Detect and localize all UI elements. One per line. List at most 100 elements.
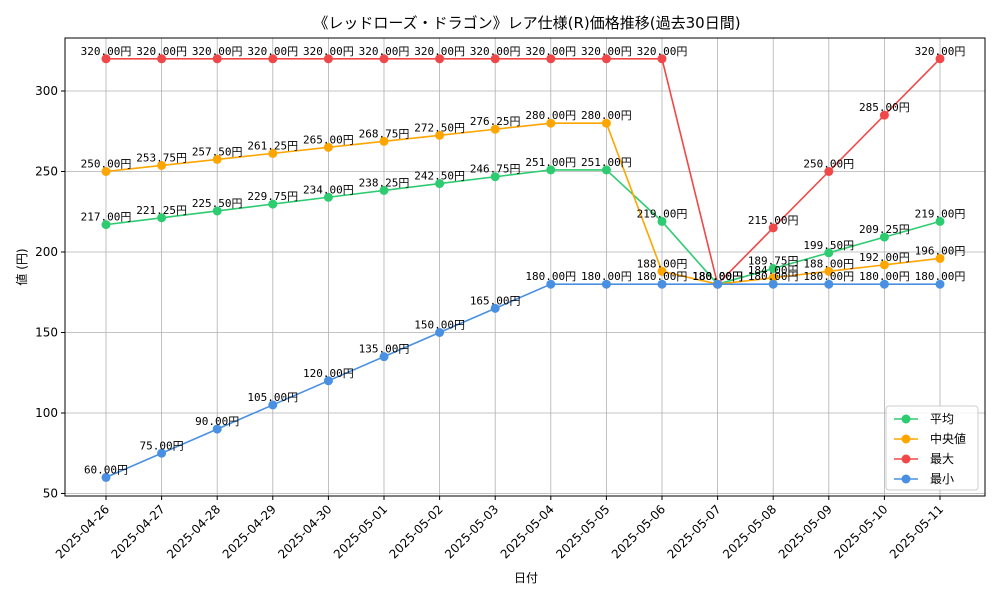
data-point xyxy=(268,400,278,410)
data-label: 229.75円 xyxy=(247,190,298,203)
data-label: 180.00円 xyxy=(692,270,743,283)
legend-box xyxy=(885,405,979,491)
legend-label: 中央値 xyxy=(930,431,966,446)
data-point xyxy=(935,216,945,226)
data-label: 320.00円 xyxy=(136,45,187,58)
data-point xyxy=(379,185,389,195)
y-ticks: 50 100 150 200 250 300 xyxy=(35,84,65,501)
data-point xyxy=(546,279,556,289)
data-label: 251.00円 xyxy=(581,156,632,169)
y-tick-label: 250 xyxy=(35,165,58,179)
data-point xyxy=(435,54,445,64)
data-label: 180.00円 xyxy=(692,270,743,283)
data-label: 180.00円 xyxy=(692,270,743,283)
chart-title: 《レッドローズ・ドラゴン》レア仕様(R)価格推移(過去30日間) xyxy=(313,14,740,32)
data-label: 238.25円 xyxy=(359,176,410,189)
data-point xyxy=(768,264,778,274)
series-line xyxy=(105,169,941,286)
data-label: 320.00円 xyxy=(414,45,465,58)
y-tick-label: 50 xyxy=(43,487,58,501)
data-label: 180.00円 xyxy=(859,270,910,283)
data-label: 180.00円 xyxy=(581,270,632,283)
data-label: 242.50円 xyxy=(414,170,465,183)
data-point xyxy=(157,213,167,223)
data-point xyxy=(546,165,556,175)
data-label: 268.75円 xyxy=(359,127,410,140)
data-point xyxy=(212,424,222,434)
data-point xyxy=(323,54,333,64)
data-label: 180.00円 xyxy=(525,270,576,283)
data-point xyxy=(824,266,834,276)
data-label: 225.50円 xyxy=(192,197,243,210)
data-label: 90.00円 xyxy=(195,415,239,428)
data-point xyxy=(268,199,278,209)
data-label: 219.00円 xyxy=(915,207,966,220)
series-0 xyxy=(101,165,945,289)
data-label: 320.00円 xyxy=(637,45,688,58)
data-point xyxy=(879,232,889,242)
data-label: 320.00円 xyxy=(359,45,410,58)
legend-label: 平均 xyxy=(930,412,954,426)
data-point xyxy=(323,376,333,386)
data-point xyxy=(212,54,222,64)
data-point xyxy=(379,352,389,362)
legend-swatch-marker xyxy=(901,434,911,444)
data-label: 219.00円 xyxy=(637,207,688,220)
series-2 xyxy=(101,54,945,289)
series-3 xyxy=(101,279,945,482)
data-label: 280.00円 xyxy=(581,109,632,122)
data-point xyxy=(768,279,778,289)
data-point xyxy=(490,303,500,313)
data-label: 280.00円 xyxy=(525,109,576,122)
y-tick-label: 200 xyxy=(35,245,58,259)
data-label: 221.25円 xyxy=(136,204,187,217)
data-point xyxy=(379,136,389,146)
data-label: 180.00円 xyxy=(915,270,966,283)
data-point xyxy=(657,216,667,226)
data-point xyxy=(157,448,167,458)
data-label: 320.00円 xyxy=(247,45,298,58)
data-label: 250.00円 xyxy=(803,158,854,171)
legend-swatch-marker xyxy=(901,454,911,464)
data-label: 192.00円 xyxy=(859,251,910,264)
data-point xyxy=(435,328,445,337)
data-label: 188.00円 xyxy=(637,257,688,270)
data-point xyxy=(379,54,389,64)
data-point xyxy=(212,206,222,216)
data-label: 180.00円 xyxy=(748,270,799,283)
data-point xyxy=(768,223,778,233)
data-label: 196.00円 xyxy=(915,244,966,257)
data-point xyxy=(101,167,111,176)
data-label: 60.00円 xyxy=(84,463,128,476)
data-label: 120.00円 xyxy=(303,367,354,380)
legend-swatch-marker xyxy=(901,474,911,484)
grid-layer xyxy=(65,38,985,496)
data-label: 234.00円 xyxy=(303,183,354,196)
data-point xyxy=(101,472,111,482)
data-point xyxy=(601,118,611,128)
data-point xyxy=(490,124,500,134)
data-label: 75.00円 xyxy=(140,439,184,452)
data-point xyxy=(268,148,278,158)
data-label: 250.00円 xyxy=(81,158,132,171)
data-point xyxy=(879,279,889,289)
series-line xyxy=(106,57,941,286)
data-point xyxy=(601,165,611,175)
legend-label: 最大 xyxy=(930,452,954,466)
legend-label: 最小 xyxy=(930,472,954,486)
y-tick-label: 150 xyxy=(35,326,58,340)
data-point xyxy=(157,54,167,64)
data-point xyxy=(490,54,500,64)
data-label: 272.50円 xyxy=(414,121,465,134)
data-label: 320.00円 xyxy=(470,45,521,58)
data-label: 150.00円 xyxy=(414,319,465,332)
data-label: 199.50円 xyxy=(803,239,854,252)
data-point xyxy=(157,160,167,170)
data-point xyxy=(935,279,945,289)
data-label: 261.25円 xyxy=(247,139,298,152)
data-label: 253.75円 xyxy=(136,151,187,164)
data-label: 320.00円 xyxy=(581,45,632,58)
y-tick-label: 100 xyxy=(35,406,58,420)
